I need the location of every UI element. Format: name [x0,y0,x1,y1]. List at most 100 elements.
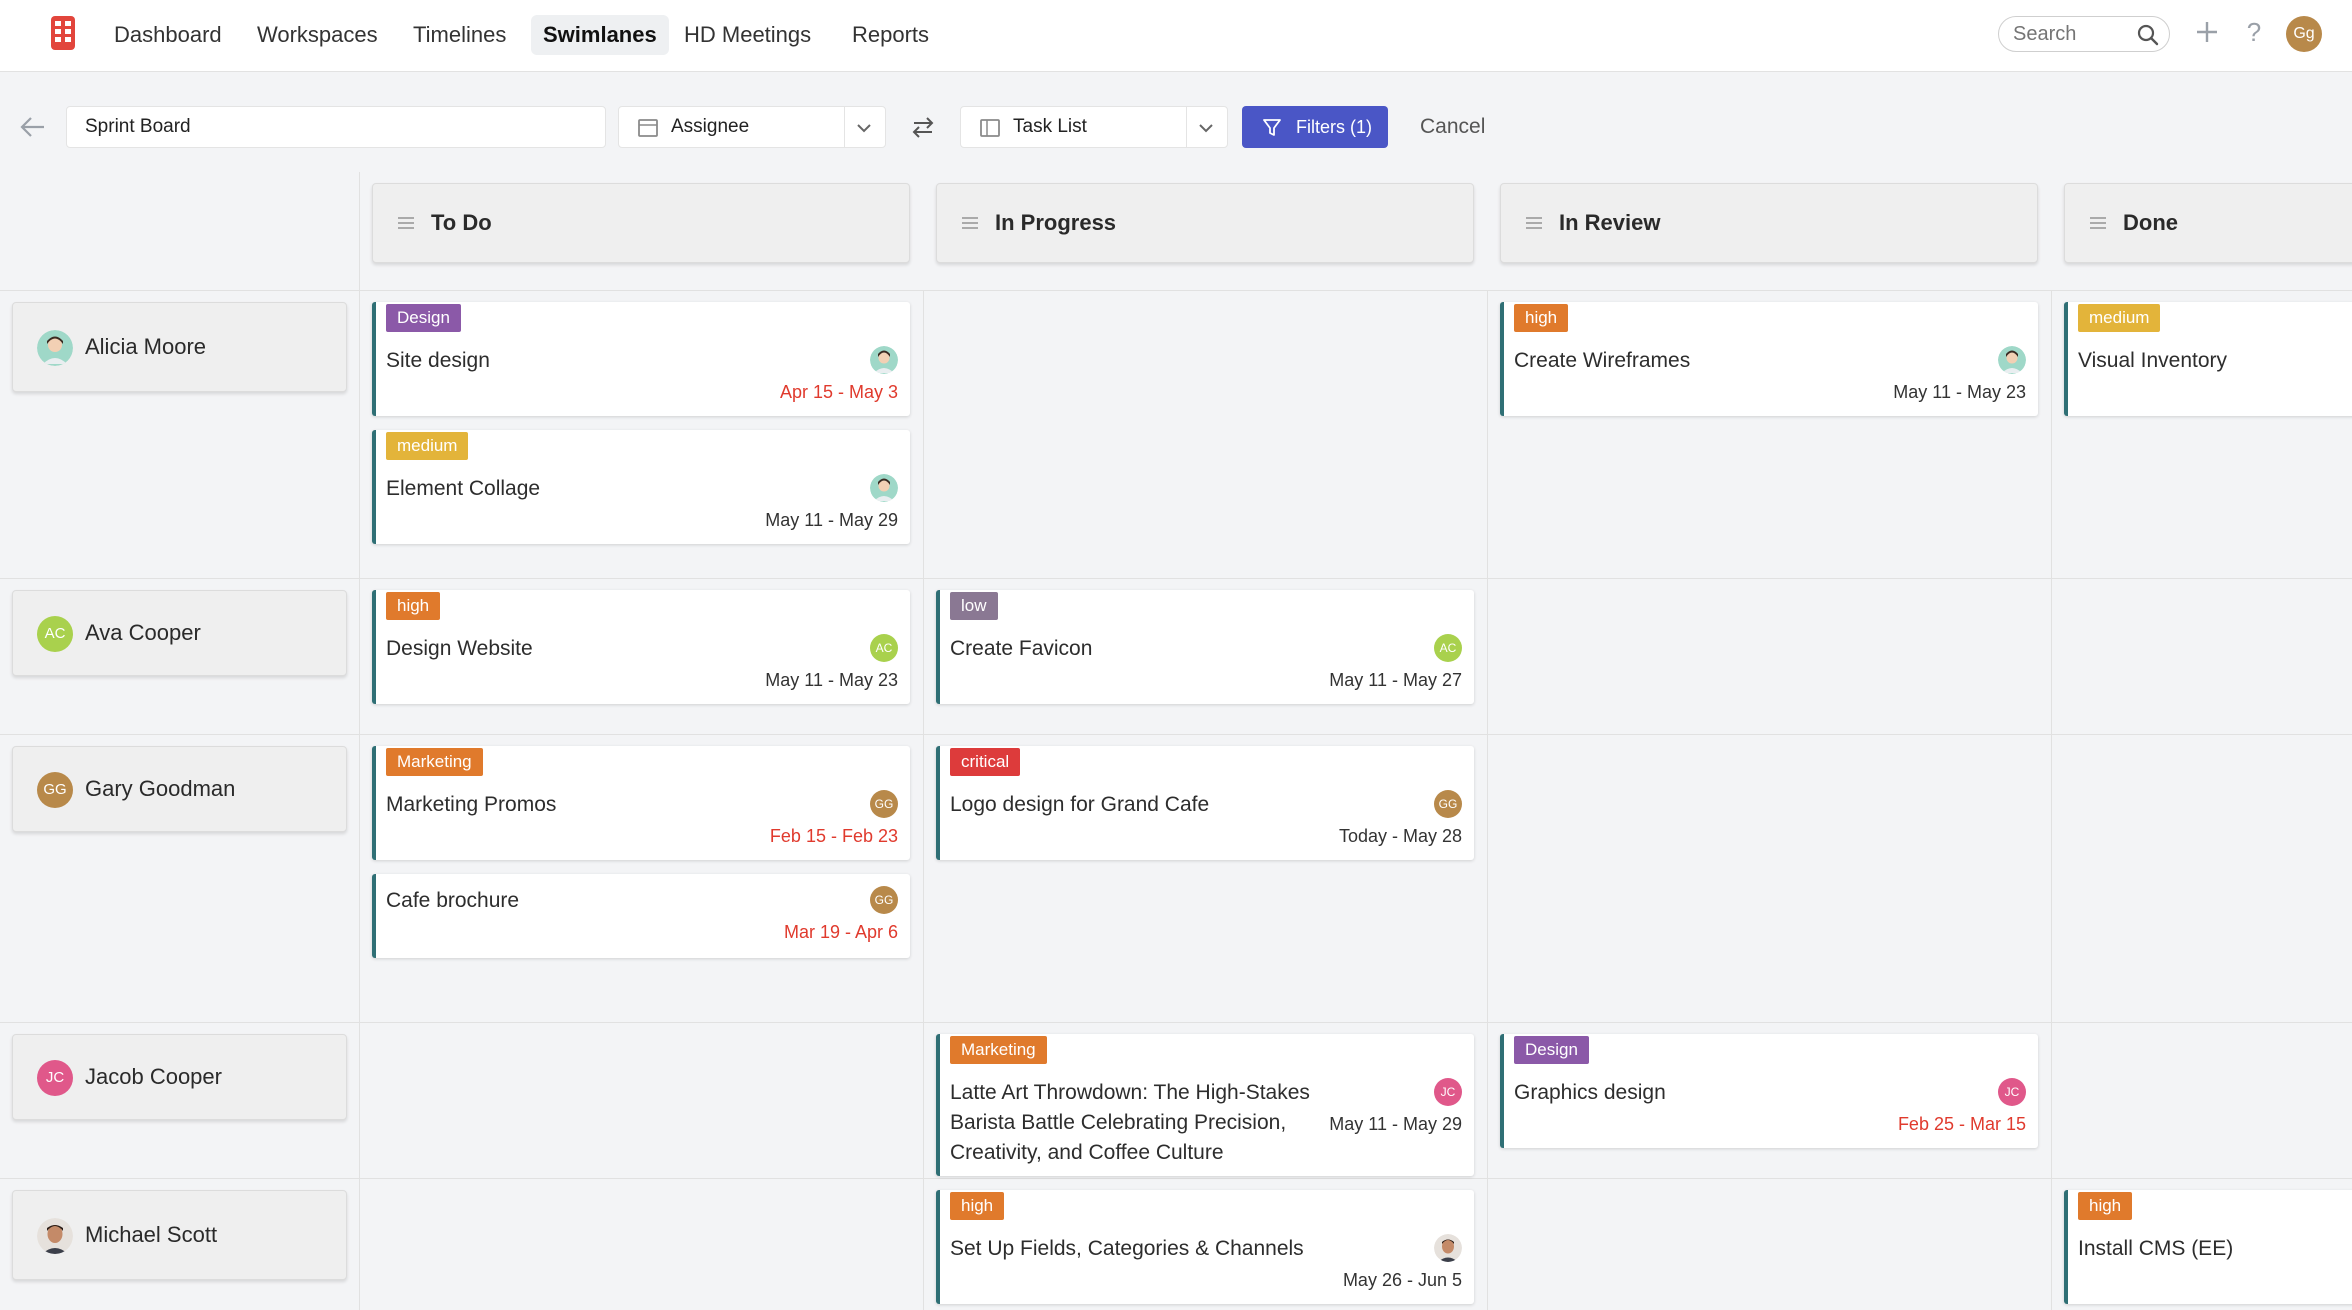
user-avatar[interactable]: Gg [2286,16,2322,52]
plus-icon[interactable] [2193,18,2221,46]
column-header-in-progress[interactable]: In Progress [936,183,1474,263]
task-title: Site design [386,349,490,372]
task-card[interactable]: Marketing Latte Art Throwdown: The High-… [936,1034,1474,1176]
task-title: Logo design for Grand Cafe [950,793,1210,816]
task-card[interactable]: high Install CMS (EE) [2064,1190,2352,1304]
task-title: Design Website [386,637,533,660]
column-header-in-review[interactable]: In Review [1500,183,2038,263]
column-header-todo[interactable]: To Do [372,183,910,263]
avatar: GG [870,790,898,818]
avatar [1998,346,2026,374]
column-title: In Progress [995,210,1117,235]
avatar: AC [870,634,898,662]
column-title: In Review [1559,210,1661,235]
avatar [37,330,73,366]
filter-icon [1263,119,1281,136]
tag-badge: low [950,592,998,620]
task-title: Install CMS (EE) [2078,1237,2234,1260]
nav-swimlanes[interactable]: Swimlanes [531,15,669,55]
task-card[interactable]: critical Logo design for Grand Cafe GG T… [936,746,1474,860]
column-title: Done [2123,210,2178,235]
avatar [870,474,898,502]
avatar: JC [37,1060,73,1096]
tag-badge: Design [386,304,461,332]
app-logo-icon[interactable] [50,15,76,51]
task-title-line: Barista Battle Celebrating Precision, [950,1111,1287,1134]
lane-header-jacob-cooper[interactable]: JC Jacob Cooper [12,1034,347,1120]
lane-header-michael-scott[interactable]: Michael Scott [12,1190,347,1280]
task-card[interactable]: high Create Wireframes May 11 - May 23 [1500,302,2038,416]
lane-name: Jacob Cooper [85,1064,222,1089]
task-card[interactable]: Marketing Marketing Promos GG Feb 15 - F… [372,746,910,860]
group-icon [638,119,658,137]
nav-dashboard[interactable]: Dashboard [114,22,222,47]
avatar: JC [1998,1078,2026,1106]
filters-button[interactable]: Filters (1) [1242,106,1388,148]
task-date: Feb 15 - Feb 23 [769,826,898,846]
drag-handle-icon[interactable] [961,215,979,231]
task-card[interactable]: Design Site design Apr 15 - May 3 [372,302,910,416]
tag-badge: high [2078,1192,2133,1220]
avatar: AC [37,616,73,652]
top-navigation: Dashboard Workspaces Timelines Swimlanes… [0,0,2352,72]
nav-workspaces[interactable]: Workspaces [257,22,378,47]
avatar [870,346,898,374]
search-input[interactable] [2013,21,2133,47]
task-title: Cafe brochure [386,889,520,912]
drag-handle-icon[interactable] [397,215,415,231]
cancel-button[interactable]: Cancel [1420,115,1486,138]
search-icon[interactable] [2137,24,2159,46]
column-header-done[interactable]: Done [2064,183,2352,263]
task-card[interactable]: high Set Up Fields, Categories & Channel… [936,1190,1474,1304]
task-date: May 11 - May 23 [1893,382,2026,402]
tag-badge: Marketing [950,1036,1047,1064]
task-date: May 11 - May 23 [765,670,898,690]
lane-name: Ava Cooper [85,620,201,645]
tag-badge: Marketing [386,748,483,776]
task-card[interactable]: low Create Favicon AC May 11 - May 27 [936,590,1474,704]
swap-icon[interactable] [910,114,936,140]
avatar: GG [37,772,73,808]
nav-hd-meetings[interactable]: HD Meetings [684,22,812,47]
avatar: GG [870,886,898,914]
tag-badge: medium [2078,304,2161,332]
task-card[interactable]: Cafe brochure GG Mar 19 - Apr 6 [372,874,910,958]
task-date: Today - May 28 [1338,826,1462,846]
group-by-select[interactable]: Assignee [618,106,886,148]
lane-name: Alicia Moore [85,334,207,359]
task-title: Create Wireframes [1514,349,1691,372]
lane-header-ava-cooper[interactable]: AC Ava Cooper [12,590,347,676]
avatar [1434,1234,1462,1262]
task-date: Feb 25 - Mar 15 [1897,1114,2026,1134]
avatar: AC [1434,634,1462,662]
lane-header-gary-goodman[interactable]: GG Gary Goodman [12,746,347,832]
lane-header-alicia-moore[interactable]: Alicia Moore [12,302,347,392]
task-title: Create Favicon [950,637,1093,660]
view-icon [980,119,1000,137]
board-name-input[interactable] [66,106,606,148]
drag-handle-icon[interactable] [2089,215,2107,231]
chevron-down-icon [857,124,871,133]
task-card[interactable]: medium Visual Inventory [2064,302,2352,416]
task-card[interactable]: Design Graphics design JC Feb 25 - Mar 1… [1500,1034,2038,1148]
task-title: Element Collage [386,477,541,500]
lane-name: Gary Goodman [85,776,236,801]
back-arrow-icon[interactable] [18,114,46,140]
task-date: Mar 19 - Apr 6 [783,922,898,942]
task-card[interactable]: high Design Website AC May 11 - May 23 [372,590,910,704]
view-select[interactable]: Task List [960,106,1228,148]
drag-handle-icon[interactable] [1525,215,1543,231]
nav-reports[interactable]: Reports [852,22,930,47]
task-title-line: Latte Art Throwdown: The High-Stakes [950,1081,1310,1104]
avatar: JC [1434,1078,1462,1106]
task-title: Visual Inventory [2078,349,2228,372]
help-icon[interactable]: ? [2246,17,2262,47]
tag-badge: medium [386,432,469,460]
task-card[interactable]: medium Element Collage May 11 - May 29 [372,430,910,544]
nav-timelines[interactable]: Timelines [413,22,507,47]
tag-badge: critical [950,748,1021,776]
column-title: To Do [431,210,492,235]
tag-badge: high [1514,304,1569,332]
task-date: May 11 - May 27 [1329,670,1462,690]
group-by-label: Assignee [671,116,750,137]
